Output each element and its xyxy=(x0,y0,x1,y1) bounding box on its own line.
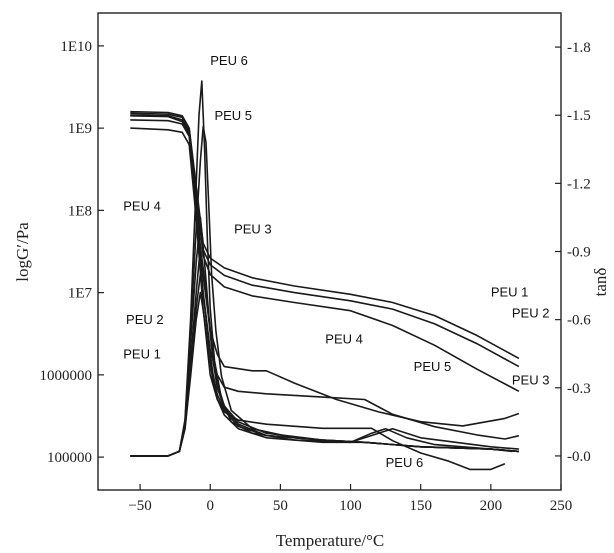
x-tick-label: 50 xyxy=(273,498,288,514)
series-annotation: PEU 1 xyxy=(123,346,161,361)
peu-6-tan-delta-line xyxy=(130,80,512,457)
x-tick-label: 100 xyxy=(339,498,362,514)
left-axis-ticks: 1E10 1E9 1E8 1E7 1000000 100000 xyxy=(40,39,104,466)
left-tick-label: 1E8 xyxy=(68,203,92,219)
peu-6-modulus-line xyxy=(130,127,506,471)
series-annotation: PEU 1 xyxy=(491,285,529,300)
peu-2-modulus-line xyxy=(130,112,520,368)
left-tick-label: 1E9 xyxy=(68,121,92,137)
series-annotation: PEU 5 xyxy=(414,359,452,374)
left-tick-label: 1E7 xyxy=(68,286,93,302)
right-axis-title: tanδ xyxy=(591,268,610,297)
right-tick-label: -1.8 xyxy=(567,40,591,56)
right-tick-label: -0.3 xyxy=(567,381,591,397)
x-tick-label: 150 xyxy=(409,498,432,514)
annotations: PEU 6 PEU 5 PEU 4 PEU 3 PEU 2 PEU 1 PEU 1 PEU 2… xyxy=(123,53,549,470)
series-annotation: PEU 2 xyxy=(512,305,550,320)
right-axis-ticks: -1.8 -1.5 -1.2 -0.9 -0.6 -0.3 -0.0 xyxy=(555,40,591,465)
x-tick-label: −50 xyxy=(128,498,151,514)
right-tick-label: -0.6 xyxy=(567,313,591,329)
left-axis-title: logG′/Pa xyxy=(13,222,32,282)
series-annotation: PEU 2 xyxy=(126,312,164,327)
curves xyxy=(130,80,520,471)
peu-5-modulus-line xyxy=(130,119,520,440)
peu-3-modulus-line xyxy=(130,114,520,393)
peu-1-modulus-line xyxy=(130,110,520,360)
peu-4-modulus-line xyxy=(130,115,520,427)
series-annotation: PEU 3 xyxy=(234,221,272,236)
x-axis-title: Temperature/°C xyxy=(276,531,385,550)
x-axis-ticks: −50 0 50 100 150 200 250 xyxy=(128,484,572,514)
right-tick-label: -0.9 xyxy=(567,245,591,261)
x-tick-label: 0 xyxy=(206,498,214,514)
series-annotation: PEU 4 xyxy=(123,199,161,214)
x-tick-label: 200 xyxy=(480,498,503,514)
plot-frame xyxy=(97,12,562,491)
left-tick-label: 100000 xyxy=(47,450,92,466)
series-annotation: PEU 3 xyxy=(512,373,550,388)
left-tick-label: 1E10 xyxy=(60,39,92,55)
series-annotation: PEU 6 xyxy=(210,53,248,68)
series-annotation: PEU 4 xyxy=(325,332,363,347)
right-tick-label: -0.0 xyxy=(567,449,591,465)
series-annotation: PEU 5 xyxy=(214,108,252,123)
left-tick-label: 1000000 xyxy=(40,368,93,384)
series-annotation: PEU 6 xyxy=(386,455,424,470)
right-tick-label: -1.5 xyxy=(567,108,591,124)
x-tick-label: 250 xyxy=(550,498,573,514)
right-tick-label: -1.2 xyxy=(567,176,591,192)
